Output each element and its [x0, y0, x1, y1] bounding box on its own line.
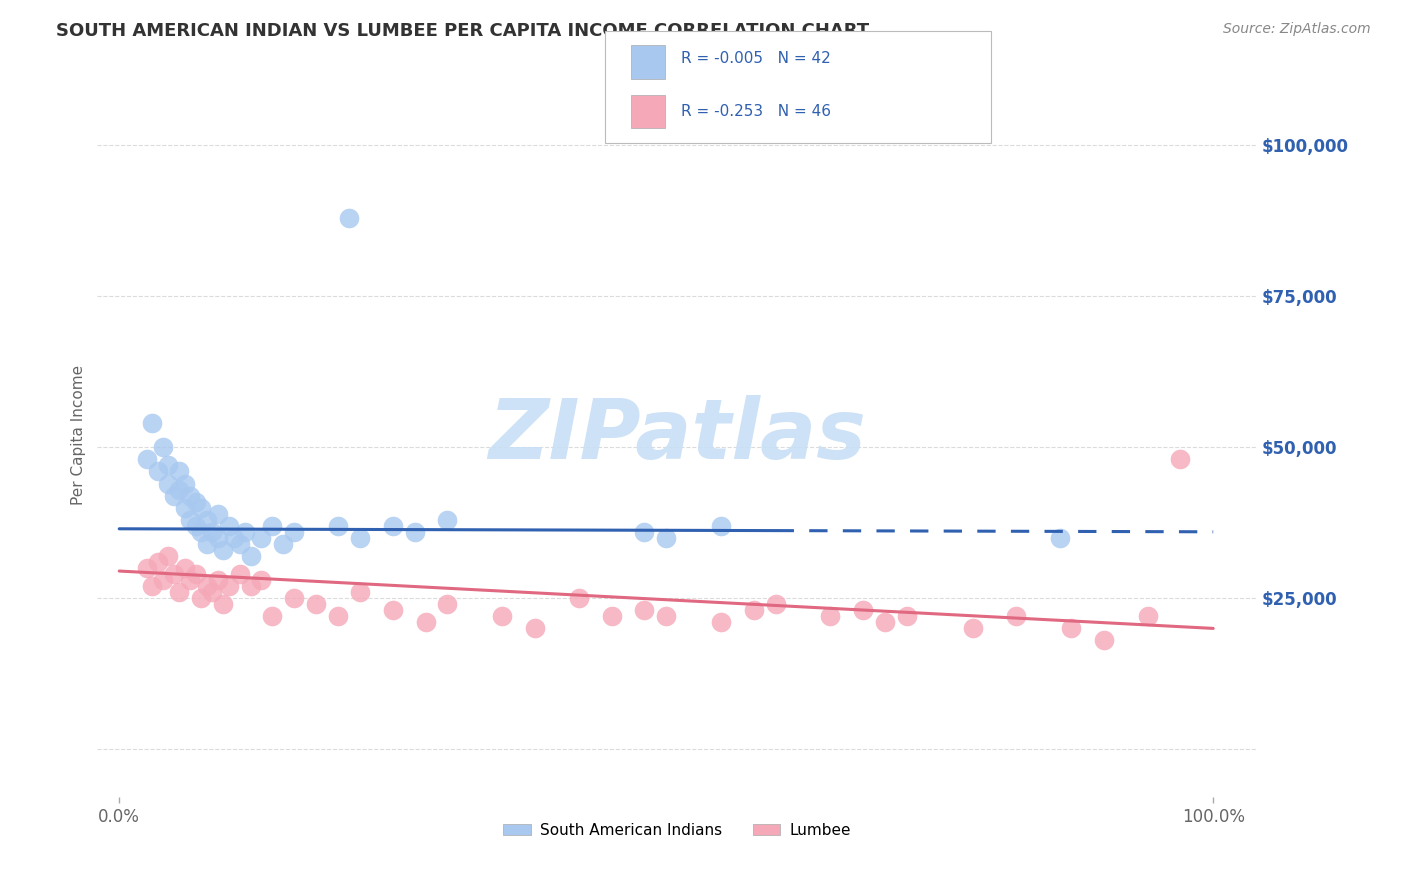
Point	[1136, 609, 1159, 624]
Point	[218, 579, 240, 593]
Point	[710, 615, 733, 630]
Point	[184, 494, 207, 508]
Point	[523, 621, 546, 635]
Point	[250, 573, 273, 587]
Point	[207, 531, 229, 545]
Point	[381, 603, 404, 617]
Point	[141, 579, 163, 593]
Point	[179, 513, 201, 527]
Point	[141, 416, 163, 430]
Point	[600, 609, 623, 624]
Point	[207, 573, 229, 587]
Point	[262, 609, 284, 624]
Point	[201, 524, 224, 539]
Point	[207, 507, 229, 521]
Point	[305, 597, 328, 611]
Point	[283, 591, 305, 606]
Point	[852, 603, 875, 617]
Point	[195, 537, 218, 551]
Point	[212, 597, 235, 611]
Point	[1092, 633, 1115, 648]
Point	[873, 615, 896, 630]
Point	[222, 531, 245, 545]
Point	[633, 524, 655, 539]
Point	[190, 591, 212, 606]
Text: R = -0.005   N = 42: R = -0.005 N = 42	[681, 52, 831, 66]
Point	[415, 615, 437, 630]
Point	[1060, 621, 1083, 635]
Point	[179, 573, 201, 587]
Point	[228, 567, 250, 582]
Point	[195, 579, 218, 593]
Point	[146, 465, 169, 479]
Point	[135, 561, 157, 575]
Point	[436, 597, 458, 611]
Y-axis label: Per Capita Income: Per Capita Income	[72, 365, 86, 505]
Point	[655, 531, 678, 545]
Point	[152, 573, 174, 587]
Point	[349, 585, 371, 599]
Point	[491, 609, 513, 624]
Text: R = -0.253   N = 46: R = -0.253 N = 46	[681, 104, 831, 119]
Text: Source: ZipAtlas.com: Source: ZipAtlas.com	[1223, 22, 1371, 37]
Point	[820, 609, 842, 624]
Point	[655, 609, 678, 624]
Point	[184, 567, 207, 582]
Point	[273, 537, 295, 551]
Point	[250, 531, 273, 545]
Point	[239, 579, 262, 593]
Point	[218, 518, 240, 533]
Point	[1005, 609, 1028, 624]
Point	[326, 609, 349, 624]
Point	[173, 500, 195, 515]
Point	[169, 483, 191, 497]
Point	[1170, 452, 1192, 467]
Point	[896, 609, 918, 624]
Point	[436, 513, 458, 527]
Point	[633, 603, 655, 617]
Point	[349, 531, 371, 545]
Point	[710, 518, 733, 533]
Text: SOUTH AMERICAN INDIAN VS LUMBEE PER CAPITA INCOME CORRELATION CHART: SOUTH AMERICAN INDIAN VS LUMBEE PER CAPI…	[56, 22, 869, 40]
Point	[184, 518, 207, 533]
Point	[326, 518, 349, 533]
Point	[742, 603, 765, 617]
Point	[404, 524, 426, 539]
Point	[190, 500, 212, 515]
Point	[262, 518, 284, 533]
Point	[233, 524, 256, 539]
Point	[765, 597, 787, 611]
Point	[381, 518, 404, 533]
Point	[568, 591, 591, 606]
Point	[212, 543, 235, 558]
Legend: South American Indians, Lumbee: South American Indians, Lumbee	[498, 817, 858, 844]
Point	[163, 567, 186, 582]
Point	[283, 524, 305, 539]
Text: ZIPatlas: ZIPatlas	[488, 395, 866, 475]
Point	[201, 585, 224, 599]
Point	[179, 489, 201, 503]
Point	[169, 585, 191, 599]
Point	[173, 476, 195, 491]
Point	[146, 555, 169, 569]
Point	[135, 452, 157, 467]
Point	[169, 465, 191, 479]
Point	[228, 537, 250, 551]
Point	[152, 440, 174, 454]
Point	[157, 458, 180, 473]
Point	[337, 211, 360, 225]
Point	[1049, 531, 1071, 545]
Point	[239, 549, 262, 563]
Point	[190, 524, 212, 539]
Point	[173, 561, 195, 575]
Point	[157, 549, 180, 563]
Point	[157, 476, 180, 491]
Point	[195, 513, 218, 527]
Point	[962, 621, 984, 635]
Point	[163, 489, 186, 503]
